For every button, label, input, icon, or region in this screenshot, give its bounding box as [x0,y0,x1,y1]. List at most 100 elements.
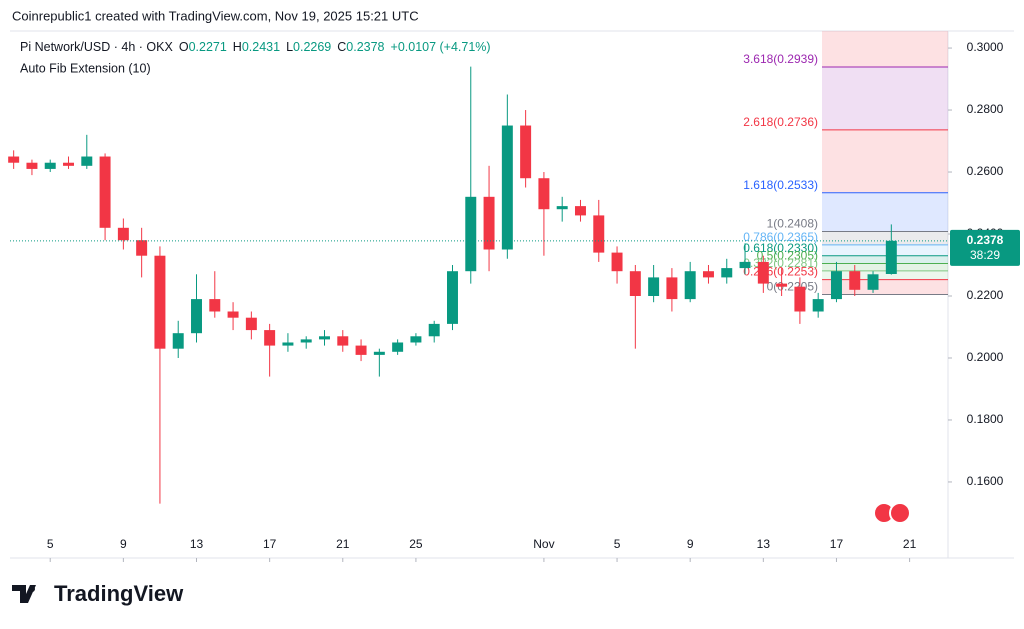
x-tick-label: 13 [190,537,204,551]
candle-body [794,286,806,312]
fib-zone-top [822,31,948,67]
candle-body [483,196,495,250]
candle-body [520,125,532,179]
price-tag-countdown: 38:29 [970,248,1000,262]
candle-body [117,227,129,241]
brand-logo: TradingView [12,581,184,606]
fib-level-label: 0(0.2205) [767,280,818,294]
candle-body [227,311,239,318]
ohlc-value: 0.2378 [346,40,384,54]
candle-body [319,336,330,340]
candle-body [538,178,550,210]
candle-body [849,271,861,290]
x-tick-label: 17 [263,537,277,551]
candle-body [392,342,404,352]
candle-body [812,299,824,312]
candle-body [373,351,385,355]
candle-body [648,277,660,296]
fib-level-label: 2.618(0.2736) [743,115,818,129]
candle-body [81,156,93,166]
candle-body [154,255,166,349]
candle-body [611,252,623,272]
event-flags [873,502,911,524]
candle-body [136,240,148,256]
candle-body [44,162,56,169]
x-tick-label: 5 [614,537,621,551]
candle-body [885,240,897,274]
fib-level-label: 0.236(0.2253) [743,265,818,279]
fib-level-label: 0.618(0.2330) [743,241,818,255]
x-tick-label: 13 [757,537,771,551]
candle-body [355,345,367,355]
y-tick-label: 0.1800 [967,412,1004,426]
candle-body [593,215,605,253]
candle-body [556,206,568,210]
fib-zone [822,231,948,245]
brand-name: TradingView [54,581,184,606]
candle-body [574,206,586,216]
candle-body [99,156,111,228]
y-tick-label: 0.2800 [967,102,1004,116]
candle-body [428,323,440,337]
candle-body [721,268,733,278]
fib-zone [822,255,948,264]
candle-body [776,283,788,287]
candle-body [264,330,276,346]
y-tick-label: 0.1600 [967,474,1004,488]
candle-body [739,261,751,269]
candle-body [666,277,678,300]
change: +0.0107 (+4.71%) [391,40,491,54]
candle-body [702,271,714,278]
x-tick-label: 5 [47,537,54,551]
fib-level-label: 1(0.2408) [767,217,818,231]
x-tick-label: 9 [120,537,127,551]
candle-body [410,336,422,343]
candle-body [337,336,349,346]
ohlc-label: L [286,40,293,54]
candle-body [300,339,312,343]
x-tick-label: 21 [903,537,917,551]
ohlc-label: C [337,40,346,54]
ohlc-label: H [233,40,242,54]
x-tick-label: 17 [830,537,844,551]
fib-zone [822,244,948,256]
candle-body [8,156,20,163]
price-tag-value: 0.2378 [967,233,1004,247]
candle-body [465,196,477,272]
candle-body [757,261,769,284]
x-tick-label: 21 [336,537,350,551]
candle-body [26,162,38,169]
x-tick-label: Nov [533,537,554,551]
y-tick-label: 0.2600 [967,164,1004,178]
candle-body [684,271,696,300]
candle-body [245,317,257,331]
y-tick-label: 0.2200 [967,288,1004,302]
ohlc-value: 0.2271 [189,40,227,54]
candle-body [63,162,74,166]
candle-body [830,271,842,300]
x-tick-label: 9 [687,537,694,551]
candle-body [191,299,202,334]
candle-body [172,333,184,349]
plot: 0.16000.18000.20000.22000.24000.26000.28… [8,31,1020,562]
ohlc-value: 0.2269 [293,40,331,54]
fib-level-label: 0.5(0.2305) [757,249,818,263]
legend-header: Pi Network/USD · 4h · OKX O0.2271 H0.2431 L… [20,40,491,54]
fib-zone [822,270,948,280]
ohlc-value: 0.2431 [242,40,280,54]
ohlc-label: O [179,40,189,54]
candle-body [447,271,458,324]
fib-zone [822,129,948,193]
indicator-label: Auto Fib Extension (10) [20,61,151,75]
candle-body [629,271,641,296]
logo-icon [29,586,35,592]
attribution: Coinrepublic1 created with TradingView.c… [12,8,419,23]
y-tick-label: 0.3000 [967,40,1004,54]
symbol: Pi Network/USD · 4h · OKX [20,40,173,54]
flag-icon [889,502,911,524]
fib-level-label: 1.618(0.2533) [743,178,818,192]
y-tick-label: 0.2000 [967,350,1004,364]
fib-level-label: 3.618(0.2939) [743,52,818,66]
